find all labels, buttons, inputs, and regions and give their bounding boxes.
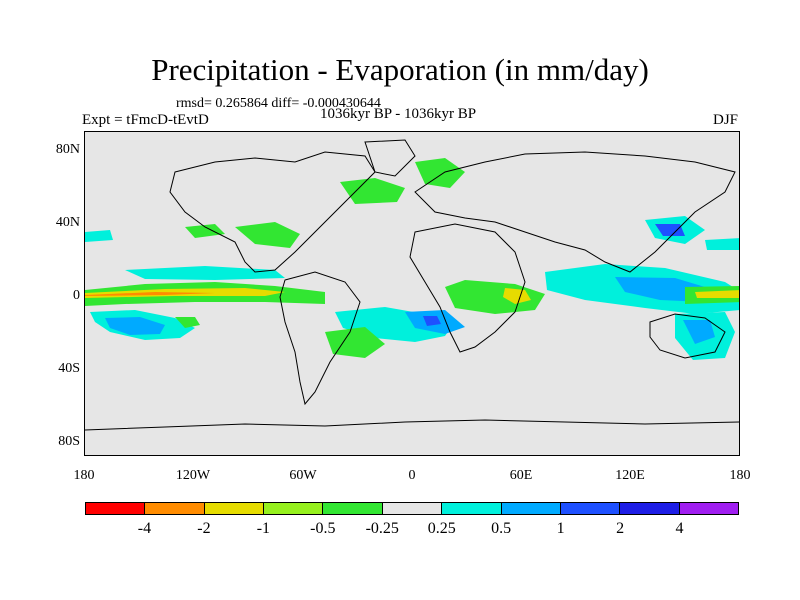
- colorbar-box-8: [560, 503, 621, 514]
- north-pacific-east-cyan: [705, 238, 739, 250]
- north-pacific-green: [185, 224, 225, 238]
- map-title: Precipitation - Evaporation (in mm/day): [151, 52, 649, 87]
- colorbar-box-0: [86, 503, 146, 514]
- lon-label-120e: 120E: [615, 468, 645, 483]
- lon-label-120w: 120W: [175, 468, 211, 483]
- colorbar-box-7: [501, 503, 561, 514]
- lon-label-60w: 60W: [289, 468, 317, 483]
- nordic-green: [415, 158, 465, 188]
- colorbar-box-5: [382, 503, 443, 514]
- colorbar-box-10: [679, 503, 738, 514]
- lat-label-0: 0: [73, 288, 80, 303]
- atlantic-yellow: [503, 288, 531, 304]
- west-pacific-north-blue: [655, 224, 685, 236]
- colorbar-label-1: -2: [197, 520, 211, 537]
- south-pacific-green: [175, 317, 200, 328]
- colorbar-box-3: [264, 503, 324, 514]
- lat-label-80n: 80N: [55, 142, 80, 157]
- north-atlantic-green-central: [340, 178, 405, 204]
- colorbar-box-2: [204, 503, 265, 514]
- north-pacific-cyan-band: [125, 266, 285, 280]
- lat-label-40n: 40N: [55, 215, 80, 230]
- lon-label-0: 0: [408, 468, 416, 483]
- west-pacific-yellow: [695, 290, 739, 298]
- colorbar-label-0: -4: [137, 520, 152, 537]
- lon-label-180-west: 180: [73, 468, 95, 483]
- map-panel: [84, 131, 740, 456]
- colorbar-label-6: 0.5: [491, 520, 512, 537]
- colorbar-label-3: -0.5: [310, 520, 336, 537]
- colorbar-box-6: [442, 503, 502, 514]
- south-america-green: [325, 327, 385, 358]
- atlantic-green: [445, 280, 545, 314]
- north-atlantic-green-west: [235, 222, 300, 248]
- map-graphic: [85, 132, 739, 455]
- colorbar-box-4: [323, 503, 383, 514]
- period-text: 1036kyr BP - 1036kyr BP: [320, 106, 477, 122]
- coastlines: [85, 139, 739, 431]
- east-pacific-orange-band: [85, 292, 215, 296]
- colorbar-label-4: -0.25: [365, 520, 399, 537]
- lon-label-60e: 60E: [509, 468, 533, 483]
- colorbar-label-8: 2: [616, 520, 625, 537]
- colorbar-label-5: 0.25: [427, 520, 456, 537]
- colorbar-label-2: -1: [256, 520, 271, 537]
- lat-label-80s: 80S: [58, 434, 80, 449]
- experiment-label: Expt = tFmcD-tEvtD: [82, 112, 209, 128]
- lon-label-180-east: 180: [729, 468, 751, 483]
- colorbar-box-9: [620, 503, 680, 514]
- season-label: DJF: [712, 112, 738, 128]
- colorbar-box-1: [145, 503, 205, 514]
- lat-label-40s: 40S: [58, 361, 80, 376]
- australia-region-blue: [683, 320, 715, 344]
- colorbar-label-7: 1: [556, 520, 565, 537]
- south-pacific-blue: [105, 317, 165, 335]
- colorbar: [85, 502, 739, 515]
- north-pacific-west-cyan: [85, 230, 113, 242]
- south-atlantic-darkblue: [423, 316, 441, 326]
- colorbar-label-9: 4: [675, 520, 684, 537]
- stats-text: rmsd= 0.265864 diff= -0.000430644: [176, 96, 381, 111]
